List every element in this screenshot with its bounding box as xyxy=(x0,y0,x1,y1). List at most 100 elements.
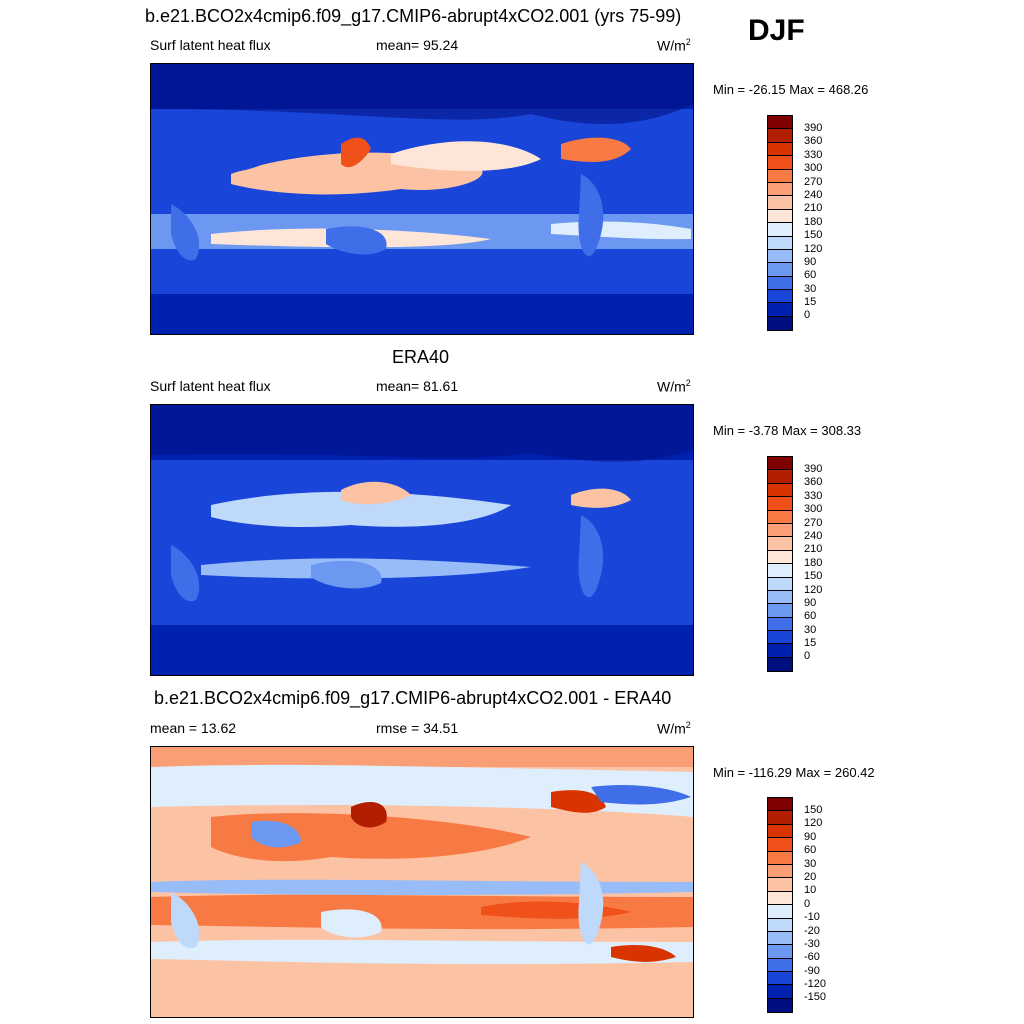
panel-2-colorbar-swatch xyxy=(768,604,792,618)
colorbar-tick-label: 180 xyxy=(804,556,823,569)
panel-1-title: b.e21.BCO2x4cmip6.f09_g17.CMIP6-abrupt4x… xyxy=(145,6,682,26)
colorbar-tick-label: 30 xyxy=(804,282,817,295)
colorbar-tick-label: 20 xyxy=(804,870,817,883)
colorbar-tick-label: 150 xyxy=(804,229,823,242)
panel-3-colorbar-swatch xyxy=(768,998,792,1013)
panel-3-colorbar-swatch xyxy=(768,931,792,946)
season-label: DJF xyxy=(748,14,805,47)
panel-3-colorbar-swatch xyxy=(768,824,792,839)
colorbar-tick-label: 390 xyxy=(804,463,823,475)
panel-3-colorbar-swatch xyxy=(768,958,792,973)
panel-2-colorbar-swatch xyxy=(768,577,792,591)
panel-1-colorbar-swatch xyxy=(768,263,792,277)
colorbar-tick-label: 300 xyxy=(804,162,823,175)
panel-2-colorbar-swatch xyxy=(768,631,792,645)
panel-3-units: W/m2 xyxy=(657,720,691,737)
colorbar-tick-label: 150 xyxy=(804,570,823,583)
panel-3-title: b.e21.BCO2x4cmip6.f09_g17.CMIP6-abrupt4x… xyxy=(154,688,672,708)
panel-3-rmse-label: rmse = 34.51 xyxy=(376,720,459,736)
colorbar-tick-label: -30 xyxy=(804,937,820,950)
panel-2-colorbar-swatch xyxy=(768,537,792,551)
panel-3-colorbar-ticks: 150 120 90 60 30 20 10 0 -10 -20 -30 -60… xyxy=(804,797,827,1004)
panel-2-minmax: Min = -3.78 Max = 308.33 xyxy=(713,423,862,438)
panel-2-colorbar-swatch xyxy=(768,523,792,538)
colorbar-tick-label: 60 xyxy=(804,610,817,623)
panel-3-colorbar-swatch xyxy=(768,985,792,999)
panel-3-colorbar-swatch xyxy=(768,838,792,852)
panel-1-colorbar-swatch xyxy=(768,169,792,183)
panel-3-colorbar-swatch xyxy=(768,918,792,932)
panel-2-colorbar-swatch xyxy=(768,550,792,565)
panel-1-colorbar xyxy=(767,115,793,332)
colorbar-tick-label: 0 xyxy=(804,309,811,322)
panel-1-colorbar-swatch xyxy=(768,316,792,331)
panel-1-map xyxy=(150,63,694,335)
colorbar-tick-label: 10 xyxy=(804,884,817,897)
panel-1-colorbar-swatch xyxy=(768,303,792,317)
colorbar-tick-label: 360 xyxy=(804,135,823,148)
panel-1-colorbar-swatch xyxy=(768,276,792,291)
panel-2-colorbar-swatch xyxy=(768,497,792,511)
colorbar-tick-label: 90 xyxy=(804,830,817,843)
panel-3-mean-label: mean = 13.62 xyxy=(150,720,237,736)
colorbar-tick-label: 300 xyxy=(804,503,823,516)
panel-2-variable-label: Surf latent heat flux xyxy=(150,378,271,394)
colorbar-tick-label: -120 xyxy=(804,978,827,991)
colorbar-tick-label: -10 xyxy=(804,911,820,924)
colorbar-tick-label: 330 xyxy=(804,489,823,502)
colorbar-tick-label: 330 xyxy=(804,148,823,161)
panel-1-colorbar-swatch xyxy=(768,182,792,197)
colorbar-tick-label: 150 xyxy=(804,804,823,816)
panel-1-colorbar-swatch xyxy=(768,129,792,143)
panel-3-minmax: Min = -116.29 Max = 260.42 xyxy=(713,765,875,780)
colorbar-tick-label: 120 xyxy=(804,583,823,596)
colorbar-tick-label: 390 xyxy=(804,122,823,134)
panel-3-colorbar-swatch xyxy=(768,972,792,986)
colorbar-tick-label: 120 xyxy=(804,242,823,255)
panel-1-units: W/m2 xyxy=(657,37,691,54)
panel-2-title: ERA40 xyxy=(392,347,450,367)
panel-3-colorbar-swatch xyxy=(768,945,792,959)
colorbar-tick-label: -20 xyxy=(804,924,820,937)
colorbar-tick-label: 240 xyxy=(804,188,823,201)
colorbar-tick-label: 0 xyxy=(804,897,811,910)
colorbar-tick-label: 120 xyxy=(804,817,823,830)
panel-2-units: W/m2 xyxy=(657,378,691,395)
panel-2-colorbar-swatch xyxy=(768,657,792,672)
panel-1-colorbar-swatch xyxy=(768,223,792,237)
panel-3-colorbar-swatch xyxy=(768,905,792,919)
colorbar-tick-label: 360 xyxy=(804,476,823,489)
colorbar-tick-label: 60 xyxy=(804,844,817,857)
panel-1-colorbar-swatch xyxy=(768,209,792,224)
panel-2-colorbar-swatch xyxy=(768,644,792,658)
panel-1-minmax: Min = -26.15 Max = 468.26 xyxy=(713,82,869,97)
panel-3-map xyxy=(150,746,694,1018)
panel-3-colorbar xyxy=(767,797,793,1014)
panel-1-variable-label: Surf latent heat flux xyxy=(150,37,271,53)
panel-2-colorbar xyxy=(767,456,793,673)
panel-1-colorbar-swatch xyxy=(768,196,792,210)
panel-2-colorbar-swatch xyxy=(768,457,792,471)
panel-2-mean-label: mean= 81.61 xyxy=(376,378,459,394)
colorbar-tick-label: 270 xyxy=(804,175,823,188)
panel-2-colorbar-swatch xyxy=(768,510,792,524)
panel-3-colorbar-swatch xyxy=(768,878,792,892)
panel-3-colorbar-swatch xyxy=(768,798,792,812)
colorbar-tick-label: -150 xyxy=(804,991,827,1004)
colorbar-tick-label: 0 xyxy=(804,650,811,663)
panel-3-colorbar-swatch xyxy=(768,891,792,906)
colorbar-tick-label: 180 xyxy=(804,215,823,228)
colorbar-tick-label: 210 xyxy=(804,202,823,215)
panel-2-colorbar-swatch xyxy=(768,590,792,605)
colorbar-tick-label: 15 xyxy=(804,296,817,309)
panel-2-colorbar-swatch xyxy=(768,470,792,484)
panel-1-mean-label: mean= 95.24 xyxy=(376,37,459,53)
panel-2-colorbar-swatch xyxy=(768,617,792,632)
colorbar-tick-label: 30 xyxy=(804,857,817,870)
colorbar-tick-label: -90 xyxy=(804,964,820,977)
panel-1-colorbar-swatch xyxy=(768,249,792,264)
colorbar-tick-label: 15 xyxy=(804,637,817,650)
panel-3-colorbar-swatch xyxy=(768,851,792,865)
colorbar-tick-label: 240 xyxy=(804,529,823,542)
panel-3-colorbar-swatch xyxy=(768,864,792,879)
